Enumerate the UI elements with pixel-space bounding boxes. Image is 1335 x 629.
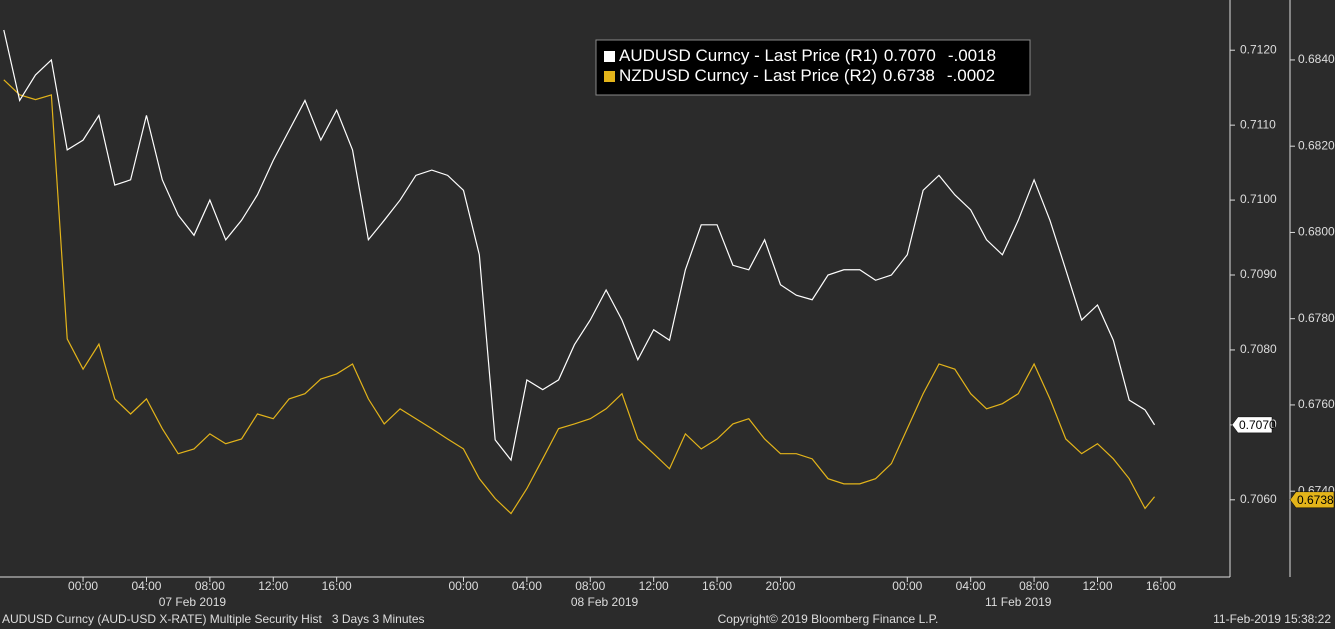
x-tick-label: 04:00 <box>131 579 161 593</box>
x-tick-label: 12:00 <box>258 579 288 593</box>
y-tick-label: 0.7120 <box>1240 42 1277 56</box>
y-tick-label: 0.7080 <box>1240 342 1277 356</box>
legend-box <box>595 39 1031 96</box>
x-tick-label: 08:00 <box>575 579 605 593</box>
legend-label: NZDUSD Curncy - Last Price (R2) 0.6738 -.0… <box>619 66 995 85</box>
x-tick-label: 20:00 <box>765 579 795 593</box>
footer-right: 11-Feb-2019 15:38:22 <box>1213 612 1331 626</box>
legend-change: -.0002 <box>947 66 995 85</box>
footer-center: Copyright© 2019 Bloomberg Finance L.P. <box>718 612 939 626</box>
date-label: 07 Feb 2019 <box>159 595 227 609</box>
legend-name: AUDUSD Curncy - Last Price (R1) <box>619 46 878 65</box>
x-tick-label: 12:00 <box>639 579 669 593</box>
footer-left: AUDUSD Curncy (AUD-USD X-RATE) Multiple … <box>2 612 425 626</box>
x-tick-label: 08:00 <box>195 579 225 593</box>
legend-last: 0.7070 <box>884 46 936 65</box>
price-line <box>3 79 1156 515</box>
x-tick-label: 12:00 <box>1082 579 1112 593</box>
date-label: 08 Feb 2019 <box>571 595 639 609</box>
x-tick-label: 08:00 <box>1019 579 1049 593</box>
y2-tick-label: 0.6780 <box>1298 311 1335 325</box>
x-tick-label: 00:00 <box>68 579 98 593</box>
legend-last: 0.6738 <box>883 66 935 85</box>
legend-swatch <box>604 51 615 62</box>
x-tick-label: 00:00 <box>892 579 922 593</box>
last-price-label: 0.7070 <box>1239 418 1276 432</box>
y2-tick-label: 0.6760 <box>1298 397 1335 411</box>
legend-change: -.0018 <box>948 46 996 65</box>
date-label: 11 Feb 2019 <box>985 595 1052 609</box>
x-tick-label: 16:00 <box>1146 579 1176 593</box>
legend-label: AUDUSD Curncy - Last Price (R1) 0.7070 -.0… <box>619 46 996 65</box>
y-tick-label: 0.7100 <box>1240 192 1277 206</box>
y2-tick-label: 0.6800 <box>1298 225 1335 239</box>
x-tick-label: 00:00 <box>448 579 478 593</box>
x-tick-label: 04:00 <box>956 579 986 593</box>
x-tick-label: 16:00 <box>322 579 352 593</box>
last-price-label: 0.6738 <box>1297 493 1334 507</box>
last-price-tag <box>1289 491 1335 509</box>
y2-tick-label: 0.6840 <box>1298 52 1335 66</box>
legend-name: NZDUSD Curncy - Last Price (R2) <box>619 66 877 85</box>
y2-tick-label: 0.6820 <box>1298 138 1335 152</box>
legend-swatch <box>604 71 615 82</box>
last-price-tag <box>1231 416 1273 434</box>
y-tick-label: 0.7110 <box>1240 117 1276 131</box>
x-tick-label: 16:00 <box>702 579 732 593</box>
y-tick-label: 0.7060 <box>1240 492 1277 506</box>
y-tick-label: 0.7090 <box>1240 267 1277 281</box>
price-line <box>3 29 1156 462</box>
x-tick-label: 04:00 <box>512 579 542 593</box>
